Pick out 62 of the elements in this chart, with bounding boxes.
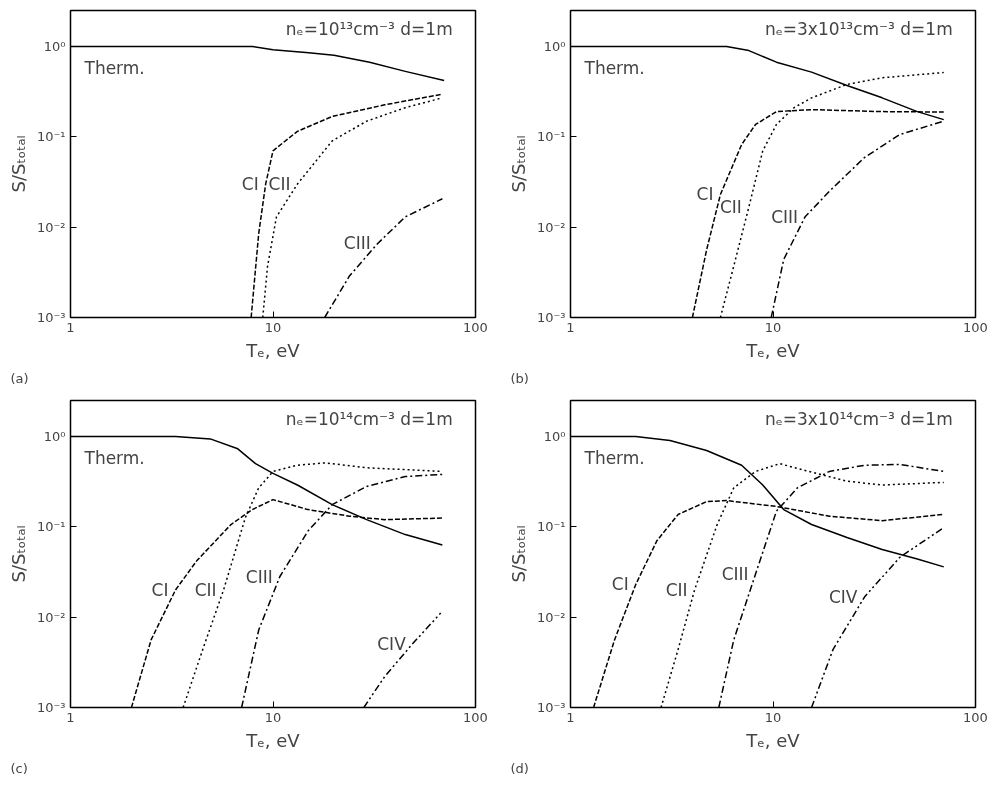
text: (c) [10,760,28,776]
y-tick-label: 10⁻³ [536,700,566,715]
text: (a) [10,370,29,386]
y-tick-label: 10⁻¹ [36,129,66,145]
y-axis-title: S/Sₜₒₜₐₗ [7,525,29,583]
x-tick-label: 10 [764,319,782,335]
legend-label: Therm. [83,58,145,79]
series-label: CIII [245,566,273,587]
legend-label: Therm. [583,448,645,469]
x-axis-title: Tₑ, eV [745,339,801,361]
x-tick-label: 100 [463,319,488,335]
annotation: nₑ=10¹⁴cm⁻³ d=1m [285,408,453,429]
text: (d) [510,760,529,776]
y-tick-label: 10⁻¹ [536,129,566,145]
series-label: CIV [828,587,858,608]
series-label: CI [696,184,714,205]
x-axis-title: Tₑ, eV [245,339,301,361]
y-tick-label: 10⁰ [43,428,66,444]
series-label: CI [611,574,629,595]
annotation: nₑ=3x10¹⁴cm⁻³ d=1m [764,408,953,429]
x-axis-title: Tₑ, eV [245,729,301,751]
series-label: CIII [343,233,371,254]
y-tick-label: 10⁻³ [36,310,66,325]
y-tick-label: 10⁻³ [536,310,566,325]
legend-label: Therm. [83,448,145,469]
y-axis-title: S/Sₜₒₜₐₗ [507,525,529,583]
x-tick-label: 1 [66,319,75,335]
x-tick-label: 10 [264,319,282,335]
y-axis-title: S/Sₜₒₜₐₗ [507,135,529,193]
x-tick-label: 10 [764,709,782,725]
x-tick-label: 100 [963,319,988,335]
x-tick-label: 1 [66,709,75,725]
x-tick-label: 100 [963,709,988,725]
series-label: CIII [771,206,799,227]
y-tick-label: 10⁻¹ [536,519,566,535]
series-label: CII [719,197,742,218]
legend-label: Therm. [583,58,645,79]
series-label: CII [268,174,291,195]
y-tick-label: 10⁻² [536,609,566,625]
y-tick-label: 10⁰ [543,38,566,54]
y-axis-title: S/Sₜₒₜₐₗ [7,135,29,193]
y-tick-label: 10⁻¹ [36,519,66,535]
y-tick-label: 10⁰ [43,38,66,54]
y-tick-label: 10⁻² [36,219,66,235]
series-label: CII [194,579,217,600]
annotation: nₑ=10¹³cm⁻³ d=1m [285,18,453,39]
series-label: CIV [377,633,407,654]
y-tick-label: 10⁻³ [36,700,66,715]
y-tick-label: 10⁻² [536,219,566,235]
series-label: CI [241,174,259,195]
series-label: CII [665,579,688,600]
series-label: CI [151,579,169,600]
series-label: CIII [721,564,749,585]
y-tick-label: 10⁰ [543,428,566,444]
x-tick-label: 1 [566,709,575,725]
annotation: nₑ=3x10¹³cm⁻³ d=1m [764,18,953,39]
x-axis-title: Tₑ, eV [745,729,801,751]
y-tick-label: 10⁻² [36,609,66,625]
text: (b) [510,370,529,386]
x-tick-label: 100 [463,709,488,725]
x-tick-label: 10 [264,709,282,725]
x-tick-label: 1 [566,319,575,335]
